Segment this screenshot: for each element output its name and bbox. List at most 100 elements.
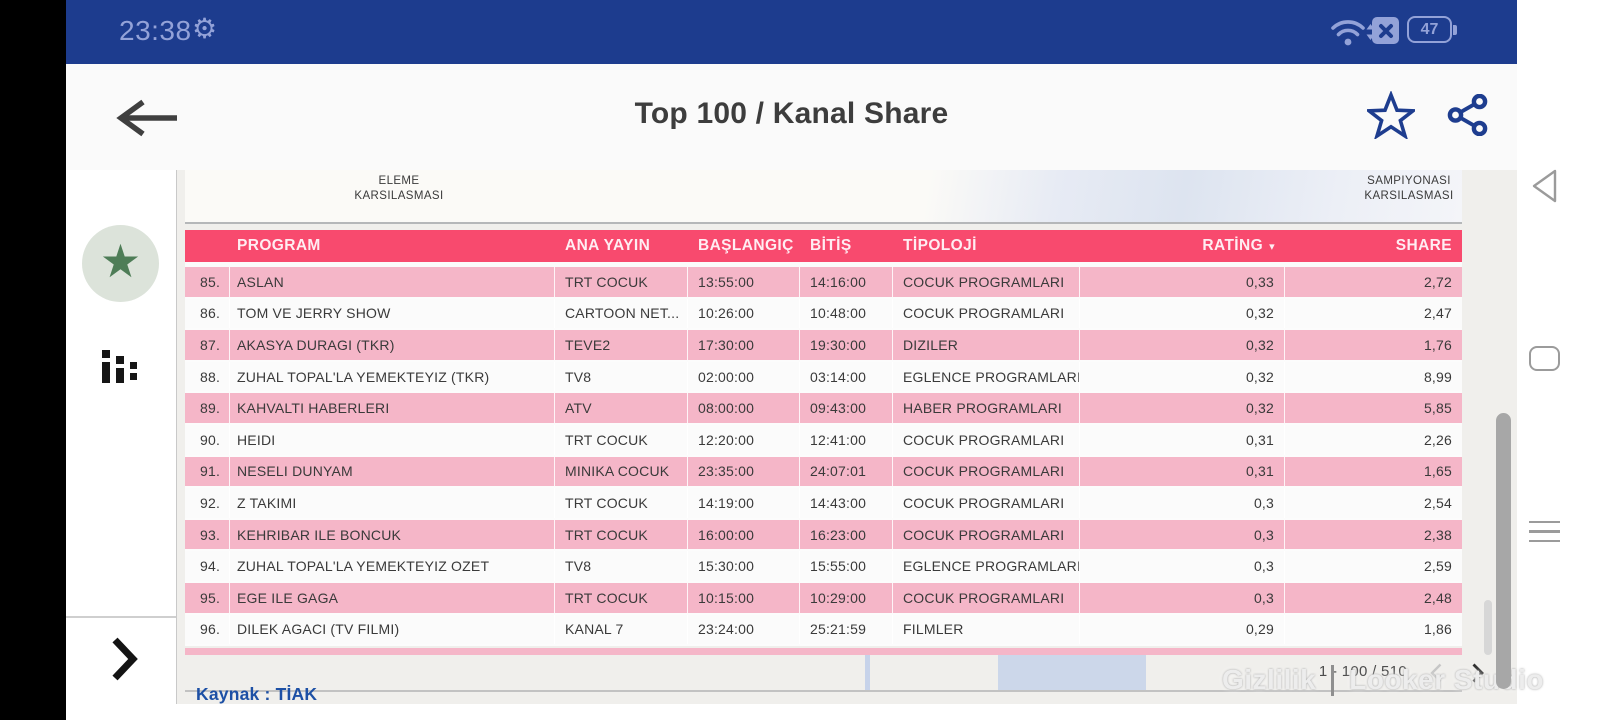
table-scrollbar[interactable] [1484,600,1492,655]
row-end: 12:41:00 [800,424,893,455]
row-typology: EGLENCE PROGRAMLARI [893,361,1080,392]
partial-cell-left: AVRUPA ELEME KARSILASMASI [354,170,444,202]
row-share: 2,47 [1423,305,1452,322]
row-start: 12:20:00 [688,424,800,455]
looker-watermark: Gizlilik Looker Studio [1222,664,1544,696]
row-start: 23:24:00 [688,614,800,645]
page-scrollbar[interactable] [1496,413,1511,689]
row-program: ZUHAL TOPAL'LA YEMEKTEYIZ (TKR) [230,361,555,392]
pagination-range: 1 - 100 / 510 [1318,663,1407,680]
row-program: ZUHAL TOPAL'LA YEMEKTEYIZ OZET [230,551,555,581]
wifi-icon [1330,14,1376,55]
no-sim-icon [1372,17,1399,44]
row-rating: 0,3 [1080,582,1285,613]
row-end: 09:43:00 [800,393,893,423]
bar-chart-icon[interactable] [102,349,140,388]
row-program: HEIDI [230,424,555,455]
row-rank: 94. [185,551,230,581]
row-share: 2,48 [1423,589,1452,606]
gear-icon: ⚙ [192,13,218,44]
row-rank: 87. [185,330,230,360]
row-program: KAHVALTI HABERLERI [230,393,555,423]
favorites-button[interactable]: ★ [82,225,159,302]
sidebar-divider [66,616,176,618]
header-rating[interactable]: RATİNG ▾ [1080,237,1285,255]
header-typology[interactable]: TİPOLOJİ [903,237,977,254]
row-typology: HABER PROGRAMLARI [893,393,1080,423]
table-row[interactable]: 95. EGE ILE GAGA TRT COCUK 10:15:00 10:2… [185,582,1462,615]
row-start: 10:26:00 [688,298,800,329]
row-rating: 0,33 [1080,267,1285,297]
android-home-button[interactable] [1529,346,1560,371]
row-share: 2,59 [1423,558,1452,575]
row-end: 19:30:00 [800,330,893,360]
row-share: 2,72 [1423,273,1452,290]
row-rank: 95. [185,582,230,613]
row-channel: TRT COCUK [555,424,688,455]
row-start: 23:35:00 [688,456,800,487]
row-end: 15:55:00 [800,551,893,581]
status-bar: 23:38 ⚙ 47 [66,0,1517,64]
table-row[interactable]: 88. ZUHAL TOPAL'LA YEMEKTEYIZ (TKR) TV8 … [185,361,1462,394]
prev-page-icon[interactable] [1429,662,1443,689]
header-gap [185,262,1462,267]
table-row[interactable]: 86. TOM VE JERRY SHOW CARTOON NET... 10:… [185,298,1462,331]
page-title: Top 100 / Kanal Share [634,97,949,130]
row-program: KEHRIBAR ILE BONCUK [230,519,555,550]
row-typology: FILMLER [893,614,1080,645]
row-share: 1,65 [1423,463,1452,480]
row-channel: TRT COCUK [555,267,688,297]
row-channel: MINIKA COCUK [555,456,688,487]
android-recents-button[interactable] [1529,521,1560,549]
row-rating: 0,3 [1080,519,1285,550]
row-channel: TRT COCUK [555,519,688,550]
row-end: 24:07:01 [800,456,893,487]
table-row[interactable]: 90. HEIDI TRT COCUK 12:20:00 12:41:00 CO… [185,424,1462,457]
row-rank: 89. [185,393,230,423]
bookmark-star-icon[interactable] [1363,90,1419,144]
row-typology: COCUK PROGRAMLARI [893,267,1080,297]
row-program: NESELI DUNYAM [230,456,555,487]
table-row[interactable]: 93. KEHRIBAR ILE BONCUK TRT COCUK 16:00:… [185,519,1462,552]
table-row[interactable]: 87. AKASYA DURAGI (TKR) TEVE2 17:30:00 1… [185,330,1462,362]
row-share: 1,86 [1423,621,1452,638]
header-channel[interactable]: ANA YAYIN [565,237,651,254]
table-body: 85. ASLAN TRT COCUK 13:55:00 14:16:00 CO… [185,267,1462,647]
android-back-button[interactable] [1528,167,1562,210]
header-share[interactable]: SHARE [1395,237,1452,254]
header-end[interactable]: BİTİŞ [810,237,852,254]
row-channel: TRT COCUK [555,488,688,518]
table-row[interactable]: 94. ZUHAL TOPAL'LA YEMEKTEYIZ OZET TV8 1… [185,551,1462,583]
row-rating: 0,32 [1080,361,1285,392]
row-program: AKASYA DURAGI (TKR) [230,330,555,360]
table-row[interactable]: 92. Z TAKIMI TRT COCUK 14:19:00 14:43:00… [185,488,1462,520]
table-row[interactable]: 85. ASLAN TRT COCUK 13:55:00 14:16:00 CO… [185,267,1462,299]
row-start: 13:55:00 [688,267,800,297]
back-arrow-icon[interactable] [115,97,181,144]
table-row[interactable]: 91. NESELI DUNYAM MINIKA COCUK 23:35:00 … [185,456,1462,489]
header-program[interactable]: PROGRAM [237,237,321,254]
row-channel: TV8 [555,551,688,581]
table-row[interactable]: 89. KAHVALTI HABERLERI ATV 08:00:00 09:4… [185,393,1462,425]
next-page-icon[interactable] [1471,662,1485,689]
share-icon[interactable] [1447,93,1489,141]
chevron-right-icon[interactable] [110,636,138,687]
row-start: 16:00:00 [688,519,800,550]
sort-desc-icon: ▾ [1269,241,1275,253]
row-end: 10:48:00 [800,298,893,329]
table-row[interactable]: 96. DILEK AGACI (TV FILMI) KANAL 7 23:24… [185,614,1462,647]
screen-letterbox [0,0,66,720]
row-rank: 88. [185,361,230,392]
header-start[interactable]: BAŞLANGIÇ [698,237,794,254]
row-share: 5,85 [1423,400,1452,417]
row-rank: 91. [185,456,230,487]
row-rating: 0,32 [1080,330,1285,360]
product-label: Looker Studio [1349,664,1544,695]
row-rank: 92. [185,488,230,518]
card-bottom-border [185,690,1462,692]
android-nav-rail [1517,0,1604,720]
report-canvas: AVRUPA ELEME KARSILASMASI DUNYA SAMPIYON… [177,170,1517,704]
battery-level: 47 [1420,20,1439,38]
row-share: 2,26 [1423,431,1452,448]
